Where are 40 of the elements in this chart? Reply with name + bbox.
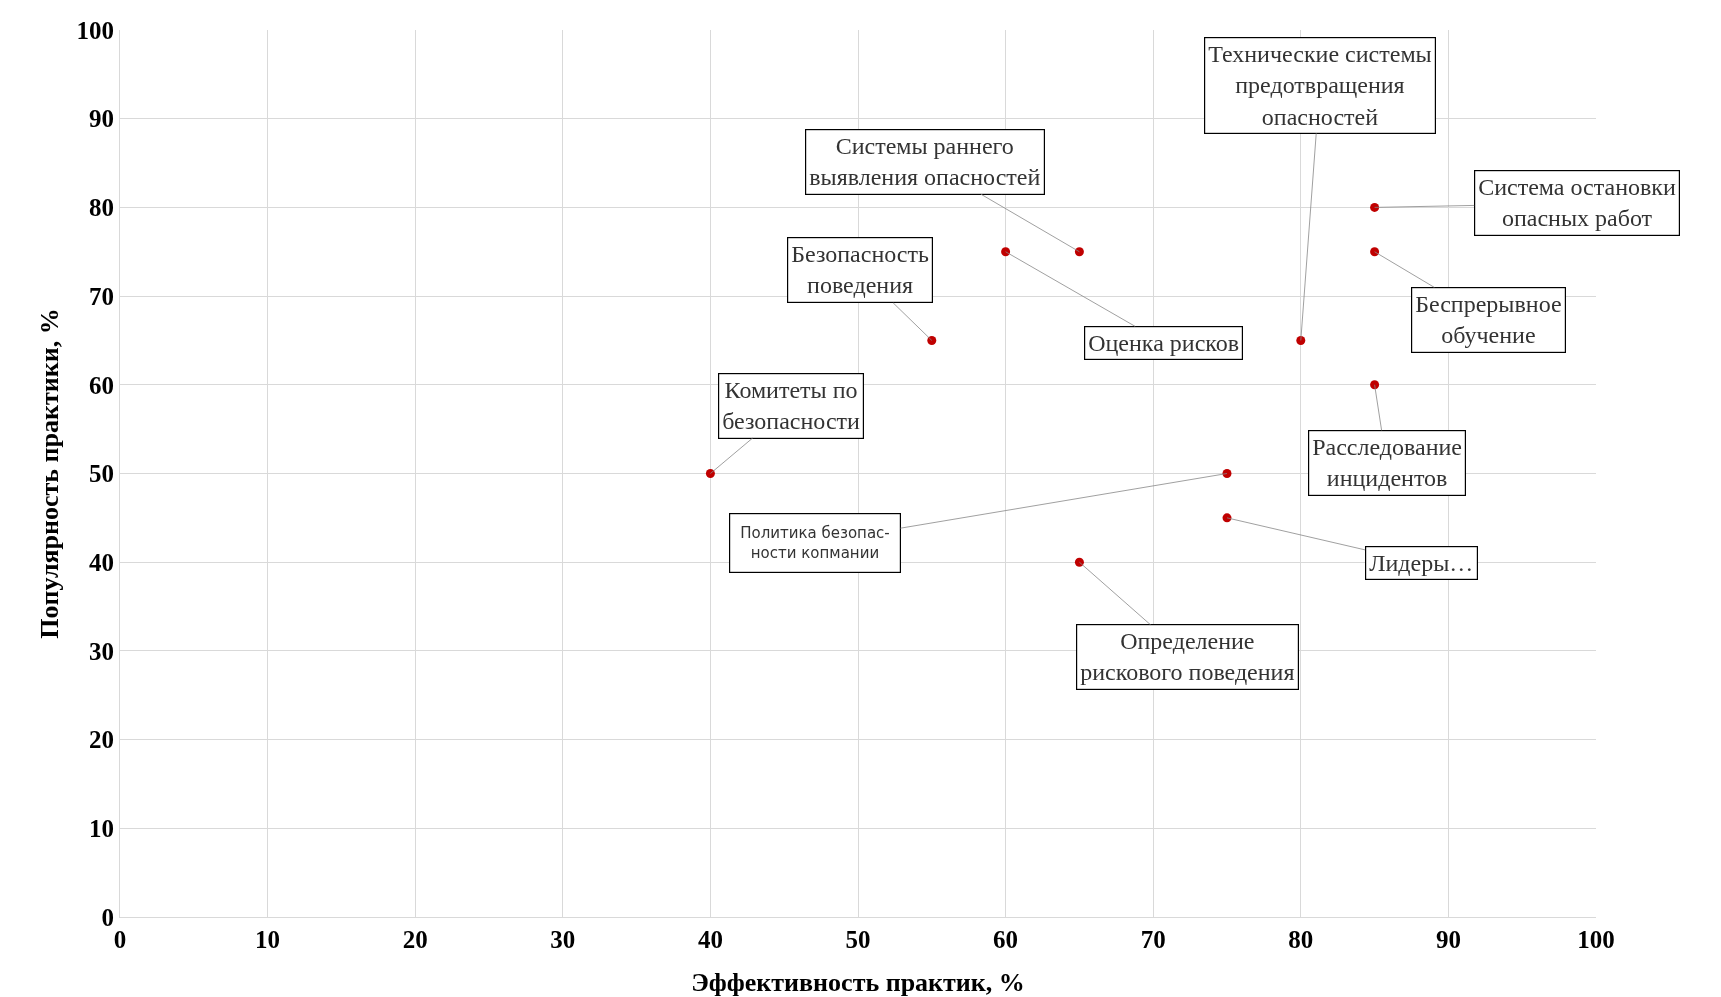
x-axis-title: Эффективность практик, %	[691, 968, 1025, 997]
y-axis-title: Популярность практики, %	[35, 308, 64, 639]
x-tick-label: 70	[1140, 926, 1166, 953]
annotation: Комитеты по безопасности	[722, 377, 861, 435]
y-tick-label: 0	[101, 903, 114, 931]
y-tick-label: 80	[89, 194, 114, 222]
annotation: Политика безопас- ности копмании	[740, 524, 890, 562]
annotation: Лидеры…	[1369, 550, 1474, 577]
point	[1074, 247, 1084, 257]
annotation: Технические системы предотвращения опасностей	[1208, 41, 1432, 130]
annotation: Система остановки опасных работ	[1478, 174, 1677, 232]
x-tick-label: 100	[1577, 926, 1615, 953]
annotation: Системы раннего выявления опасностей	[809, 133, 1041, 191]
x-tick-label: 50	[845, 926, 871, 953]
x-tick-label: 30	[550, 926, 576, 953]
point	[705, 469, 715, 478]
x-tick-label: 60	[993, 926, 1019, 953]
x-tick-label: 90	[1435, 926, 1461, 953]
y-tick-label: 60	[89, 371, 114, 399]
y-tick-label: 100	[76, 16, 114, 44]
annotation: Определение рискового поведения	[1080, 628, 1295, 686]
y-tick-label: 70	[89, 282, 114, 310]
annotation: Расследование инцидентов	[1312, 434, 1463, 492]
y-tick-label: 10	[89, 815, 114, 843]
y-tick-label: 50	[89, 460, 114, 488]
point	[1370, 247, 1380, 257]
x-tick-label: 20	[402, 926, 428, 953]
point	[1370, 380, 1380, 390]
point	[1370, 202, 1380, 212]
point	[1001, 247, 1011, 257]
y-tick-label: 40	[89, 548, 114, 576]
x-tick-label: 80	[1288, 926, 1314, 953]
annotation: Беспрерывное обучение	[1415, 291, 1562, 349]
y-tick-label: 20	[89, 726, 114, 754]
x-tick-label: 40	[697, 926, 723, 953]
annotation: Безопасность поведения	[791, 241, 929, 299]
y-tick-label: 30	[89, 637, 114, 665]
y-tick-label: 90	[89, 105, 114, 133]
annotation: Оценка рисков	[1088, 330, 1240, 357]
x-tick-label: 10	[255, 926, 281, 953]
